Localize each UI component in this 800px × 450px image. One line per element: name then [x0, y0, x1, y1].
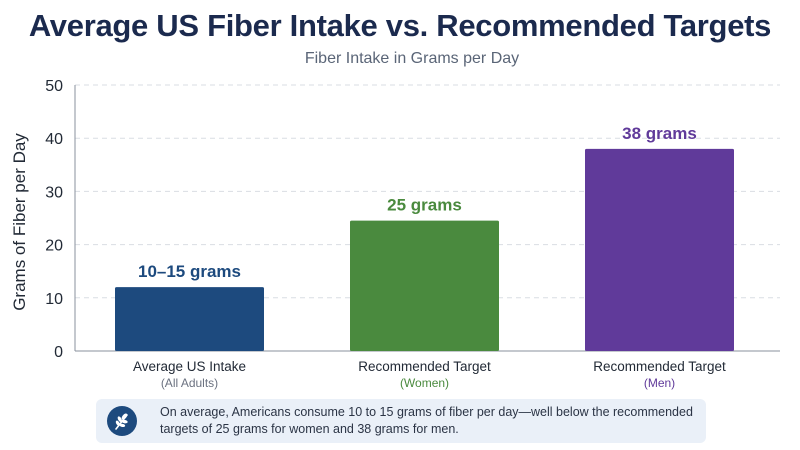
x-tick-label: Average US Intake [133, 359, 246, 374]
y-tick-label: 20 [45, 238, 63, 255]
x-tick-sublabel: (All Adults) [161, 376, 218, 390]
bar-data-label: 25 grams [387, 196, 462, 215]
bar [585, 148, 734, 351]
y-tick-label: 50 [45, 78, 63, 95]
bar-data-label: 10–15 grams [138, 262, 241, 281]
summary-note-text: On average, Americans consume 10 to 15 g… [160, 405, 693, 436]
x-tick-label: Recommended Target [358, 359, 491, 374]
y-tick-label: 40 [45, 131, 63, 148]
bar [115, 287, 264, 351]
wheat-icon [107, 406, 137, 436]
y-tick-label: 0 [54, 344, 63, 361]
x-tick-sublabel: (Men) [644, 376, 675, 390]
x-tick-sublabel: (Women) [400, 376, 449, 390]
summary-note: On average, Americans consume 10 to 15 g… [96, 399, 706, 443]
bar [350, 220, 499, 351]
y-tick-label: 30 [45, 184, 63, 201]
chart-title: Average US Fiber Intake vs. Recommended … [28, 8, 772, 43]
chart-subtitle: Fiber Intake in Grams per Day [304, 50, 520, 67]
y-tick-label: 10 [45, 291, 63, 308]
bar-chart: 0 10 20 30 40 50 Grams of Fiber per Day 10–15 g… [10, 78, 780, 390]
x-tick-label: Recommended Target [593, 359, 726, 374]
bar-data-label: 38 grams [622, 124, 697, 143]
y-axis-label: Grams of Fiber per Day [10, 133, 29, 311]
